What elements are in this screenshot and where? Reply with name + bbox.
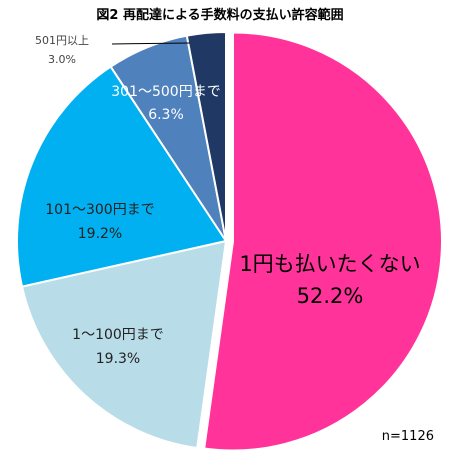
slice-label-1-name: 1～100円まで [72, 327, 164, 343]
pie-slice-0 [203, 31, 443, 452]
slice-label-4-value: 3.0% [48, 53, 76, 66]
slice-label-4-name: 501円以上 [35, 34, 89, 47]
pie-slice-2 [16, 65, 228, 288]
slice-label-3-value: 6.3% [148, 107, 184, 123]
slice-label-2-value: 19.2% [78, 226, 122, 242]
pie-slice-1 [20, 239, 228, 450]
slice-label-1-value: 19.3% [96, 351, 140, 367]
slice-label-3-name: 301～500円まで [111, 84, 220, 100]
chart-title: 図2 再配達による手数料の支払い許容範囲 [96, 7, 343, 23]
sample-size-note: n=1126 [382, 429, 434, 444]
slice-label-0-value: 52.2% [297, 284, 364, 308]
pie-slices [16, 30, 443, 452]
slice-label-0-name: 1円も払いたくない [239, 252, 420, 276]
leader-line [111, 42, 191, 45]
pie-slice-4 [185, 30, 227, 242]
slice-label-2-name: 101～300円まで [45, 202, 154, 218]
